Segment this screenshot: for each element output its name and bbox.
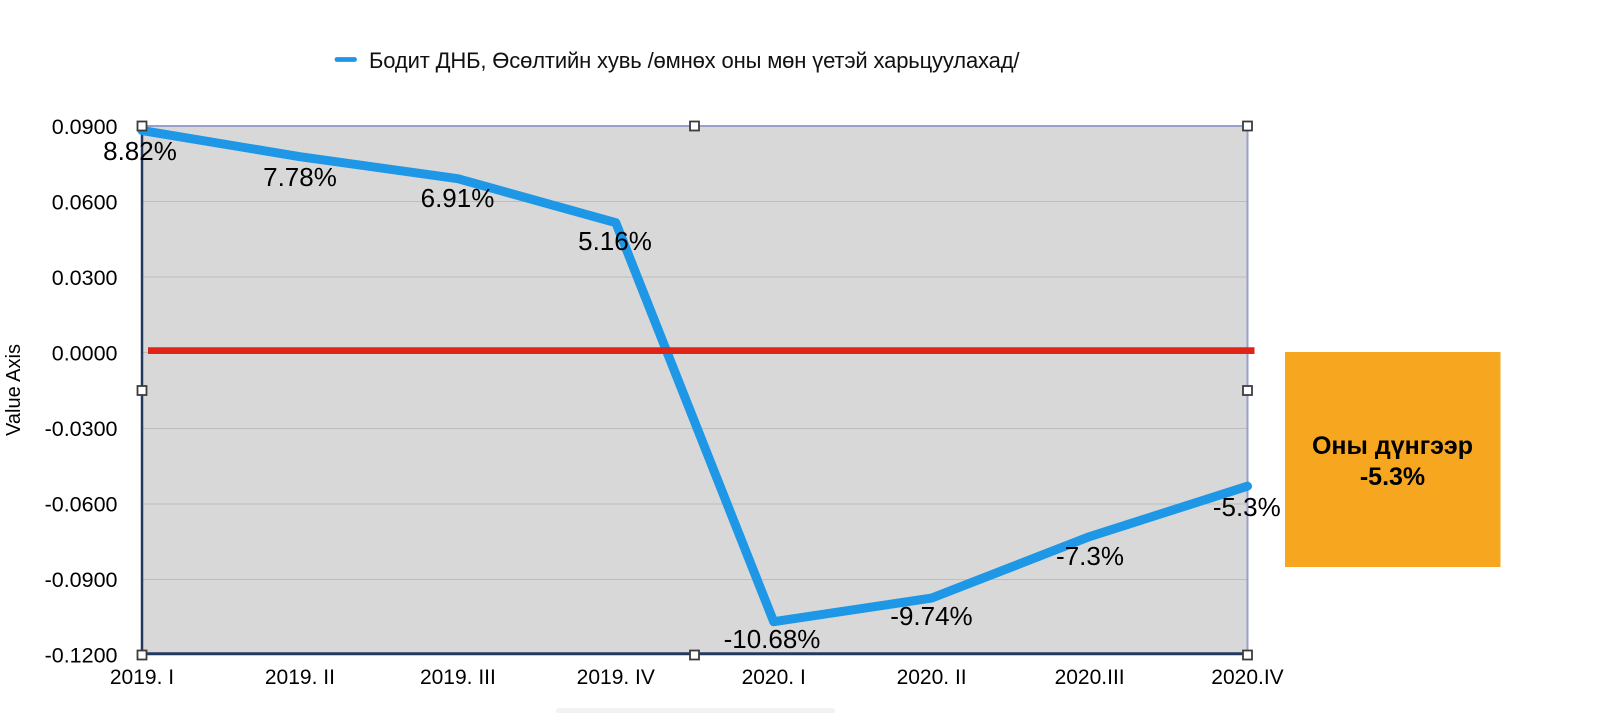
svg-text:2019. III: 2019. III [420, 666, 496, 689]
svg-text:0.0000: 0.0000 [52, 342, 118, 366]
svg-text:2019. I: 2019. I [110, 666, 174, 689]
svg-text:-9.74%: -9.74% [890, 601, 972, 631]
svg-text:-0.0300: -0.0300 [45, 417, 118, 441]
svg-text:0.0600: 0.0600 [52, 191, 118, 215]
svg-text:Value Axis: Value Axis [3, 344, 25, 436]
svg-text:2020.IV: 2020.IV [1211, 666, 1283, 689]
svg-text:Оны дүнгээр: Оны дүнгээр [1312, 432, 1473, 460]
svg-text:-10.68%: -10.68% [724, 624, 821, 654]
svg-text:-7.3%: -7.3% [1056, 541, 1124, 571]
svg-text:-0.1200: -0.1200 [45, 644, 118, 668]
svg-text:-0.0900: -0.0900 [45, 568, 118, 592]
svg-text:7.78%: 7.78% [263, 162, 337, 192]
svg-text:0.0300: 0.0300 [52, 266, 118, 290]
svg-text:Бодит ДНБ, Өсөлтийн хувь /өмнө: Бодит ДНБ, Өсөлтийн хувь /өмнөх оны мөн … [369, 48, 1020, 73]
svg-text:-5.3%: -5.3% [1213, 492, 1281, 522]
svg-text:2020. I: 2020. I [742, 666, 806, 689]
svg-text:2019. IV: 2019. IV [577, 666, 655, 689]
svg-text:-5.3%: -5.3% [1360, 463, 1425, 491]
svg-text:2019. II: 2019. II [265, 666, 335, 689]
svg-text:8.82%: 8.82% [103, 136, 177, 166]
svg-text:0.0900: 0.0900 [52, 115, 118, 139]
svg-text:2020.III: 2020.III [1055, 666, 1125, 689]
svg-text:2020. II: 2020. II [897, 666, 967, 689]
svg-text:5.16%: 5.16% [578, 226, 652, 256]
svg-text:6.91%: 6.91% [421, 183, 495, 213]
svg-text:-0.0600: -0.0600 [45, 493, 118, 517]
